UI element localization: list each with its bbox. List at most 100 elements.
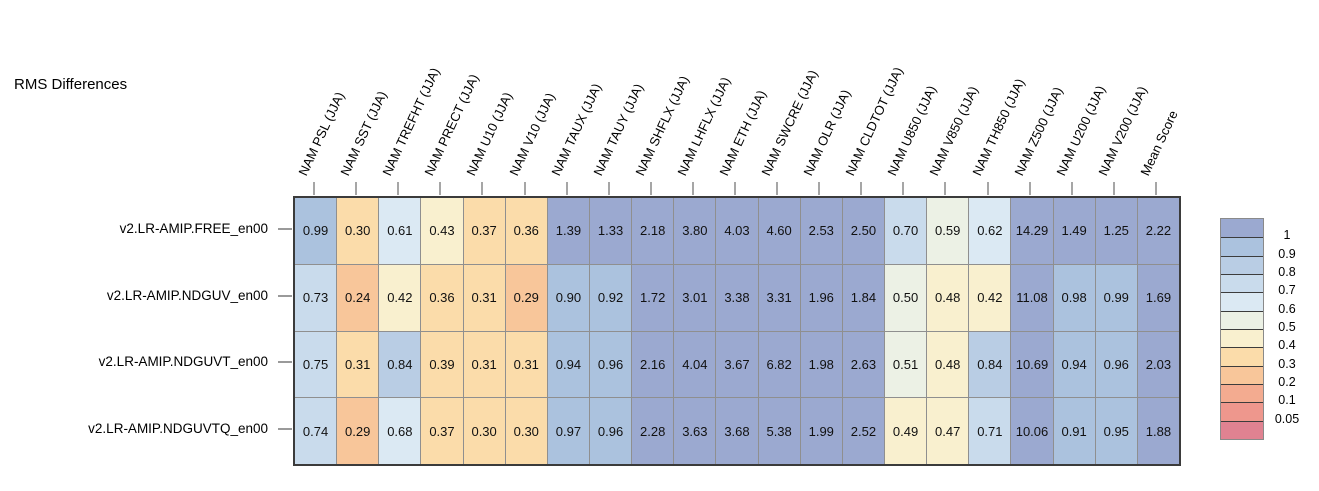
heatmap-cell: 0.84 [379, 331, 421, 398]
heatmap-cell: 0.24 [337, 264, 379, 331]
heatmap-cell: 0.73 [295, 264, 337, 331]
heatmap-cell: 3.63 [674, 398, 716, 464]
heatmap-cell: 0.47 [927, 398, 969, 464]
heatmap-cell: 0.42 [969, 264, 1011, 331]
row-label: v2.LR-AMIP.NDGUV_en00 [106, 287, 268, 303]
column-tick [607, 182, 610, 195]
column-tick [776, 182, 779, 195]
heatmap-cell: 0.68 [379, 398, 421, 464]
legend-color-band [1221, 328, 1263, 348]
column-tick [1154, 182, 1157, 195]
column-tick [1112, 182, 1115, 195]
column-tick [691, 182, 694, 195]
heatmap-cell: 0.31 [463, 264, 505, 331]
legend-tick-label: 0.7 [1278, 283, 1296, 298]
heatmap-cell: 0.37 [463, 198, 505, 264]
heatmap-cell: 3.67 [716, 331, 758, 398]
heatmap-cell: 3.80 [674, 198, 716, 264]
row-tick [278, 361, 292, 364]
heatmap-cell: 0.48 [927, 264, 969, 331]
heatmap-cell: 0.99 [295, 198, 337, 264]
heatmap-cell: 2.50 [842, 198, 884, 264]
heatmap-cell: 2.63 [842, 331, 884, 398]
legend-color-band [1221, 347, 1263, 366]
heatmap-cell: 0.29 [505, 264, 547, 331]
legend-tick-label: 0.8 [1278, 265, 1296, 279]
heatmap-cell: 0.49 [884, 398, 927, 464]
heatmap-cell: 0.94 [547, 331, 589, 398]
heatmap-cell: 1.72 [632, 264, 674, 331]
heatmap-cell: 4.60 [758, 198, 800, 264]
heatmap-cell: 1.33 [589, 198, 632, 264]
heatmap-cell: 0.50 [884, 264, 927, 331]
heatmap-cell: 0.30 [463, 398, 505, 464]
legend-tick-label: 0.9 [1278, 246, 1296, 261]
heatmap-cell: 1.98 [800, 331, 842, 398]
column-tick [1028, 182, 1031, 195]
heatmap-cell: 0.42 [379, 264, 421, 331]
row-tick [278, 228, 292, 231]
heatmap-cell: 1.88 [1137, 398, 1179, 464]
heatmap-cell: 2.16 [632, 331, 674, 398]
legend-color-band [1221, 365, 1263, 384]
heatmap-cell: 0.98 [1053, 264, 1095, 331]
legend-color-band [1221, 420, 1263, 439]
heatmap-cell: 0.29 [337, 398, 379, 464]
column-tick [523, 182, 526, 195]
legend-color-band [1221, 402, 1263, 421]
heatmap-cell: 10.69 [1011, 331, 1053, 398]
column-tick [439, 182, 442, 195]
column-tick [1070, 182, 1073, 195]
heatmap-cell: 0.70 [884, 198, 927, 264]
heatmap-cell: 0.96 [1095, 331, 1137, 398]
heatmap-cell: 2.28 [632, 398, 674, 464]
heatmap-cell: 4.04 [674, 331, 716, 398]
heatmap-grid: 0.99 0.30 0.61 0.43 0.37 0.36 1.39 1.33 2.18 3.80… [293, 196, 1181, 466]
column-tick [355, 182, 358, 195]
legend-tick-label: 0.3 [1278, 356, 1296, 371]
heatmap-cell: 3.31 [758, 264, 800, 331]
column-tick [565, 182, 568, 195]
legend-color-band [1221, 237, 1263, 256]
heatmap-cell: 4.03 [716, 198, 758, 264]
heatmap-cell: 1.25 [1095, 198, 1137, 264]
heatmap-cell: 0.91 [1053, 398, 1095, 464]
column-tick [313, 182, 316, 195]
heatmap-cell: 2.03 [1137, 331, 1179, 398]
row-label: v2.LR-AMIP.NDGUVTQ_en00 [88, 420, 268, 436]
column-tick [902, 182, 905, 195]
heatmap-cell: 2.53 [800, 198, 842, 264]
heatmap-cell: 0.36 [505, 198, 547, 264]
heatmap-cell: 0.43 [421, 198, 463, 264]
column-label: NAM U10 (JJA) [463, 89, 516, 178]
heatmap-cell: 0.62 [969, 198, 1011, 264]
heatmap-cell: 0.36 [421, 264, 463, 331]
row-label: v2.LR-AMIP.NDGUVT_en00 [98, 354, 268, 370]
legend-color-band [1221, 383, 1263, 403]
heatmap-cell: 10.06 [1011, 398, 1053, 464]
column-tick [734, 182, 736, 195]
legend-tick-label: 0.1 [1278, 393, 1296, 408]
chart-title: RMS Differences [14, 76, 128, 93]
heatmap-cell: 0.37 [421, 398, 463, 464]
row-label: v2.LR-AMIP.FREE_en00 [119, 221, 268, 237]
heatmap-cell: 1.69 [1137, 264, 1179, 331]
legend-color-band [1221, 310, 1263, 329]
heatmap-cell: 0.30 [337, 198, 379, 264]
row-tick [278, 294, 292, 297]
heatmap-cell: 0.96 [589, 398, 632, 464]
heatmap-cell: 1.49 [1053, 198, 1095, 264]
legend-tick-label: 0.4 [1278, 338, 1296, 353]
heatmap-cell: 0.94 [1053, 331, 1095, 398]
heatmap-cell: 2.22 [1137, 198, 1179, 264]
column-tick [860, 182, 863, 195]
heatmap-cell: 0.39 [421, 331, 463, 398]
heatmap-cell: 0.61 [379, 198, 421, 264]
heatmap-cell: 0.31 [505, 331, 547, 398]
heatmap-cell: 2.52 [842, 398, 884, 464]
heatmap-cell: 3.01 [674, 264, 716, 331]
legend-tick-label: 0.5 [1278, 320, 1296, 334]
column-label: Mean Score [1137, 108, 1181, 178]
legend-color-band [1221, 219, 1263, 238]
